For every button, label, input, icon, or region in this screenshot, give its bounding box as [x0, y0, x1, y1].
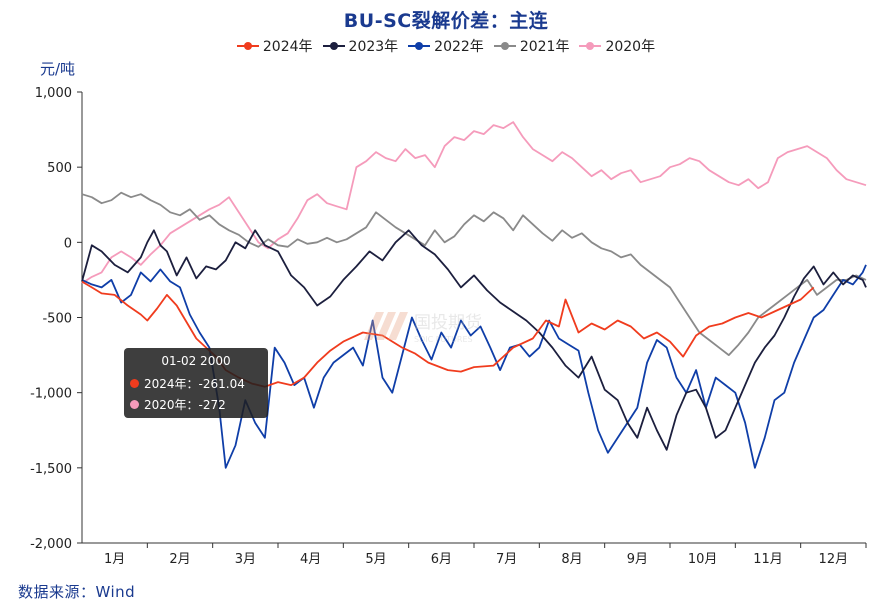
tooltip-dot-2024 — [130, 379, 139, 388]
series-line-2023年 — [81, 229, 867, 451]
legend-label: 2020年 — [605, 39, 656, 55]
x-tick-label: 1月 — [104, 552, 125, 567]
y-tick-label: 500 — [47, 161, 72, 176]
y-axis-unit: 元/吨 — [40, 60, 76, 78]
x-tick-label: 12月 — [819, 552, 849, 567]
legend-item-2021年[interactable]: 2021年 — [493, 36, 570, 56]
legend-item-2024年[interactable]: 2024年 — [236, 36, 313, 56]
legend-label: 2022年 — [434, 39, 484, 55]
x-tick-label: 8月 — [561, 552, 582, 567]
legend-item-2020年[interactable]: 2020年 — [579, 36, 655, 56]
x-tick-label: 4月 — [300, 552, 321, 567]
watermark-text-en: SDIC FUTURES — [414, 335, 473, 344]
series-line-2020年 — [81, 121, 867, 284]
y-tick-label: -1,000 — [30, 387, 72, 402]
legend-swatch — [579, 41, 602, 51]
data-source-note: 数据来源：Wind — [18, 583, 136, 601]
legend-swatch — [322, 41, 345, 51]
y-tick-label: -2,000 — [30, 537, 72, 552]
legend-label: 2021年 — [519, 39, 570, 55]
tooltip-value-2024: 2024年：-261.04 — [144, 377, 245, 391]
x-tick-label: 2月 — [169, 552, 190, 567]
y-tick-label: -500 — [42, 312, 72, 327]
series-line-2021年 — [81, 191, 867, 357]
legend-swatch — [236, 41, 259, 51]
tooltip-date: 01-02 2000 — [161, 354, 231, 368]
watermark-logo: 国投期货 SDIC FUTURES — [364, 312, 482, 344]
x-tick-label: 11月 — [753, 552, 783, 567]
chart-legend: 2024年 2023年 2022年 2021年 2020年 — [0, 36, 892, 56]
legend-swatch — [408, 41, 431, 51]
tooltip-row-2024: 2024年：-261.04 — [130, 375, 245, 392]
watermark-text-cn: 国投期货 — [414, 313, 482, 333]
tooltip-dot-2020 — [130, 400, 139, 409]
y-tick-label: -1,500 — [30, 462, 72, 477]
x-tick-label: 10月 — [688, 552, 718, 567]
chart-title: BU-SC裂解价差：主连 — [343, 10, 549, 32]
tooltip-value-2020: 2020年：-272 — [144, 398, 226, 412]
tooltip-row-2020: 2020年：-272 — [130, 396, 226, 413]
x-tick-label: 7月 — [496, 552, 517, 567]
legend-label: 2023年 — [348, 39, 399, 55]
series-line-2024年 — [81, 280, 815, 388]
chart-axes: 1,000 500 0 -500 -1,000 -1,500 -2,000 1月 2月 3月 4月 5… — [30, 86, 867, 567]
y-tick-label: 0 — [64, 236, 72, 251]
chart-tooltip: 01-02 2000 2024年：-261.04 2020年：-272 — [124, 348, 268, 418]
x-tick-label: 3月 — [235, 552, 256, 567]
x-tick-label: 9月 — [627, 552, 648, 567]
legend-label: 2024年 — [262, 39, 313, 55]
y-tick-label: 1,000 — [35, 86, 72, 101]
legend-swatch — [493, 41, 516, 51]
legend-item-2023年[interactable]: 2023年 — [322, 36, 399, 56]
x-tick-label: 6月 — [431, 552, 452, 567]
x-tick-label: 5月 — [365, 552, 386, 567]
legend-item-2022年[interactable]: 2022年 — [408, 36, 484, 56]
